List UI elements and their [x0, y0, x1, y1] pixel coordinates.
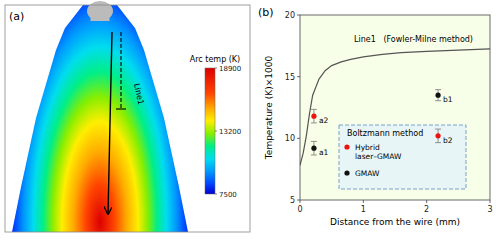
y-tick: [297, 76, 300, 77]
point-label: a2: [319, 116, 329, 125]
panel-label: (b): [258, 6, 274, 19]
x-tick: [426, 200, 427, 203]
data-point: [435, 133, 440, 138]
legend-label-line: GMAW: [355, 169, 380, 178]
data-point: [435, 93, 440, 98]
y-tick: [297, 200, 300, 201]
legend-box: [339, 125, 466, 189]
error-cap: [311, 154, 317, 155]
x-tick: [490, 200, 491, 203]
legend-label-line: laser–GMAW: [355, 152, 402, 161]
arc-image: [12, 5, 188, 232]
line-tick: [116, 108, 126, 109]
nozzle: [87, 1, 113, 21]
panel-a: Line1 (a) 7500 13200 18900Arc temp (K): [5, 1, 250, 232]
error-bar: [311, 109, 317, 123]
plot-area: [300, 15, 490, 200]
x-tick-label: 0: [297, 205, 302, 214]
arrow: [108, 32, 112, 214]
y-tick-label: 15: [285, 73, 295, 82]
error-cap: [435, 129, 441, 130]
x-tick-label: 1: [361, 205, 366, 214]
legend-marker: [344, 144, 349, 149]
legend-label: Hybridlaser–GMAW: [355, 143, 402, 161]
point-label: b1: [443, 95, 453, 104]
error-cap: [435, 100, 441, 101]
y-tick-label: 5: [290, 196, 295, 205]
y-tick: [297, 138, 300, 139]
error-cap: [311, 141, 317, 142]
plot-frame: [300, 15, 490, 200]
error-bar: [435, 129, 441, 143]
error-bar: [435, 90, 441, 101]
x-tick-label: 3: [487, 205, 492, 214]
data-group: [300, 49, 490, 166]
legend-label: GMAW: [355, 169, 380, 178]
error-cap: [311, 122, 317, 123]
colorbar-tick: [215, 194, 217, 195]
colorbar-tick: [215, 68, 217, 69]
panel-label: (a): [9, 10, 24, 23]
panel-b: Boltzmann method Hybridlaser–GMAW GMAW 0 1 2 3…: [258, 6, 493, 227]
x-axis-label: Distance from the wire (mm): [330, 217, 460, 227]
y-tick-label: 20: [285, 11, 295, 20]
data-point: [311, 146, 316, 151]
legend-title: Boltzmann method: [347, 129, 423, 138]
data-point: [311, 114, 316, 119]
legend: Boltzmann method Hybridlaser–GMAW GMAW: [339, 125, 466, 189]
y-axis-label: Temperature (K)×1000: [264, 56, 274, 161]
dashed-line: [120, 32, 121, 109]
annotation: Line1: [132, 83, 145, 106]
point-label: a1: [319, 148, 329, 157]
x-tick: [363, 200, 364, 203]
error-cap: [311, 109, 317, 110]
x-tick-label: 2: [424, 205, 429, 214]
y-tick-label: 10: [285, 134, 295, 143]
colorbar-title: Arc temp (K): [190, 55, 241, 64]
colorbar-tick-label: 13200: [219, 128, 241, 136]
colorbar: [205, 68, 215, 194]
y-tick: [297, 15, 300, 16]
fowler-milne-line: [300, 49, 490, 166]
line-label: Line1 (Fowler-Milne method): [354, 35, 473, 44]
panel-border: [5, 5, 250, 232]
error-bar: [311, 141, 317, 155]
x-tick: [300, 200, 301, 203]
legend-marker: [344, 170, 349, 175]
colorbar-tick-label: 7500: [219, 191, 237, 199]
error-cap: [435, 142, 441, 143]
legend-label-line: Hybrid: [355, 143, 380, 152]
colorbar-tick: [215, 131, 217, 132]
error-cap: [435, 89, 441, 90]
colorbar-tick-label: 18900: [219, 65, 241, 73]
point-label: b2: [443, 136, 453, 145]
nozzle-body: [91, 5, 110, 21]
